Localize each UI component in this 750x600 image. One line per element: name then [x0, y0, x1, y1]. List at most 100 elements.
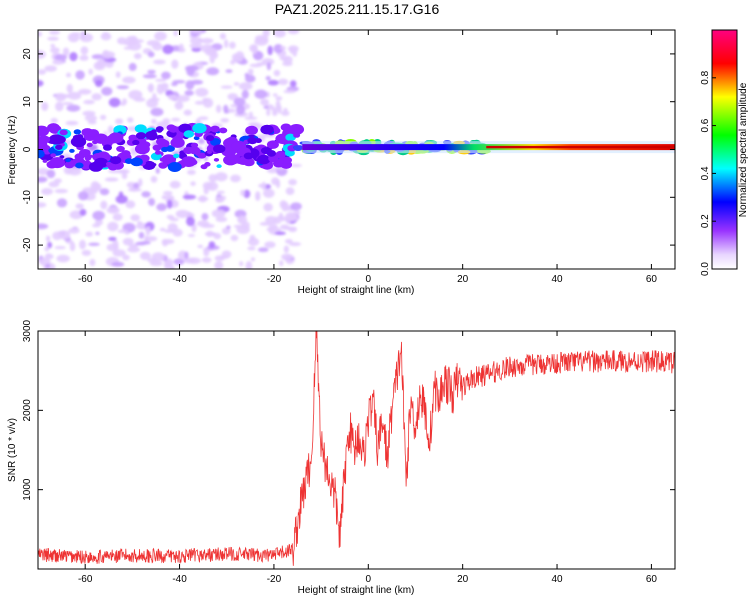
band-blob	[86, 142, 93, 148]
snr-x-tick-label: 20	[457, 574, 469, 585]
band-blob	[245, 125, 258, 135]
noise-blob	[107, 221, 119, 232]
noise-blob	[54, 54, 68, 61]
noise-blob	[250, 257, 256, 262]
noise-blob	[79, 239, 86, 250]
noise-blob	[281, 253, 293, 261]
noise-blob	[107, 125, 114, 135]
noise-blob	[189, 37, 204, 45]
noise-blob	[220, 118, 230, 123]
noise-blob	[62, 47, 70, 57]
colorbar-tick-label: 0.8	[700, 70, 711, 84]
noise-blob	[202, 97, 209, 103]
noise-blob	[275, 179, 281, 189]
noise-blob	[138, 178, 143, 187]
noise-blob	[185, 216, 195, 227]
noise-blob	[223, 39, 229, 49]
noise-blob	[174, 101, 184, 110]
noise-blob	[115, 71, 121, 79]
noise-blob	[79, 54, 89, 61]
noise-blob	[95, 79, 103, 88]
noise-blob	[89, 258, 96, 267]
noise-blob	[256, 62, 266, 66]
noise-blob	[201, 212, 209, 221]
band-blob	[183, 146, 194, 155]
snr-series-line	[38, 331, 675, 566]
noise-blob	[216, 190, 225, 194]
noise-blob	[159, 227, 166, 232]
noise-blob	[285, 211, 297, 221]
noise-blob	[266, 108, 271, 117]
noise-blob	[272, 93, 278, 97]
noise-blob	[227, 93, 239, 101]
band-blob	[73, 129, 82, 135]
noise-blob	[45, 235, 51, 242]
noise-blob	[203, 248, 210, 257]
band-blob	[159, 157, 166, 162]
noise-blob	[82, 110, 96, 117]
noise-blob	[161, 238, 175, 245]
noise-blob	[67, 91, 82, 100]
noise-blob	[100, 32, 112, 41]
band-blob	[47, 125, 59, 133]
band-blob	[134, 143, 150, 155]
spectrogram-image	[38, 30, 675, 269]
noise-blob	[281, 201, 290, 212]
noise-blob	[141, 191, 151, 198]
noise-blob	[65, 120, 79, 126]
band-blob	[110, 156, 122, 165]
noise-blob	[38, 176, 48, 183]
noise-blob	[50, 47, 60, 54]
noise-blob	[38, 168, 50, 176]
noise-blob	[161, 71, 171, 80]
noise-blob	[221, 250, 232, 259]
noise-blob	[167, 223, 178, 232]
noise-blob	[273, 69, 281, 77]
snr-x-axis-label: Height of straight line (km)	[298, 585, 415, 596]
noise-blob	[116, 85, 129, 90]
noise-blob	[133, 52, 142, 60]
noise-blob	[54, 188, 68, 194]
snr-panel: -60 -40 -20 0 20 40 60 1000 2000 3000 Height of …	[7, 319, 676, 596]
band-blob	[280, 123, 292, 132]
noise-blob	[156, 203, 167, 212]
noise-blob	[244, 74, 256, 83]
noise-blob	[67, 167, 82, 176]
noise-blob	[38, 69, 47, 75]
band-blob	[210, 125, 220, 133]
noise-blob	[148, 197, 156, 207]
noise-blob	[187, 257, 201, 264]
colorbar-tick-label: 0.6	[700, 118, 711, 132]
noise-blob	[230, 174, 241, 183]
noise-blob	[154, 78, 167, 82]
band-blob	[158, 162, 168, 169]
noise-blob	[196, 220, 210, 227]
noise-blob	[150, 175, 158, 183]
noise-blob	[162, 118, 171, 125]
noise-blob	[122, 237, 134, 246]
noise-blob	[198, 116, 209, 121]
band-blob	[49, 157, 65, 169]
noise-blob	[152, 42, 163, 51]
noise-blob	[135, 241, 147, 246]
band-blob	[256, 154, 271, 165]
noise-blob	[243, 189, 251, 199]
band-blob	[132, 139, 140, 146]
noise-blob	[238, 82, 253, 91]
snr-frame	[37, 330, 676, 570]
noise-blob	[280, 46, 286, 51]
band-blob	[152, 144, 162, 151]
noise-blob	[75, 70, 85, 80]
band-blob	[65, 158, 71, 163]
noise-blob	[147, 257, 157, 263]
noise-blob	[189, 43, 203, 49]
band-blob	[154, 150, 162, 155]
noise-blob	[78, 88, 92, 95]
band-blob	[48, 134, 64, 145]
band-blob	[213, 144, 226, 154]
noise-blob	[66, 83, 74, 93]
noise-blob	[204, 47, 217, 57]
band-blob	[167, 162, 182, 172]
noise-blob	[263, 203, 273, 212]
noise-blob	[273, 30, 286, 38]
